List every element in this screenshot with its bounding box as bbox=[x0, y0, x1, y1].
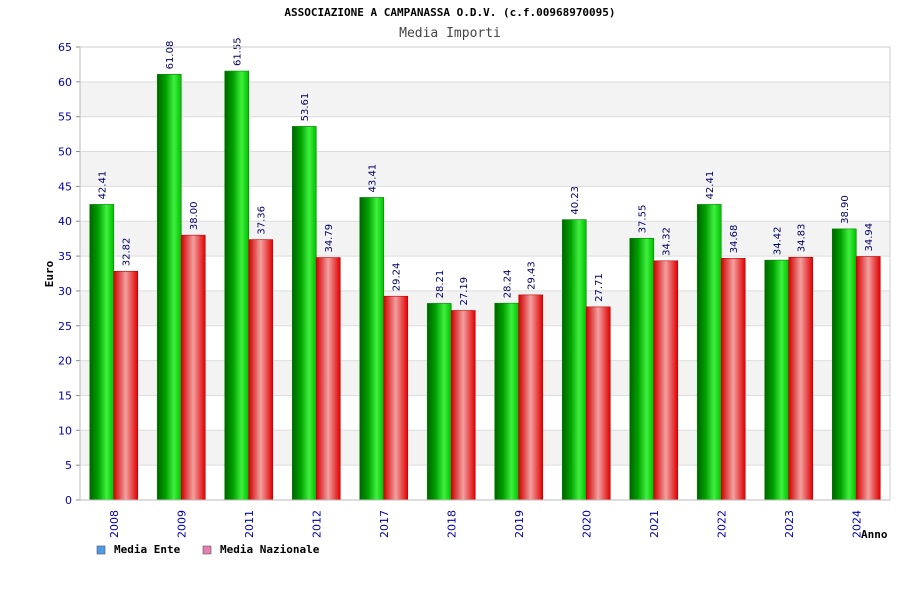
bar-media-ente bbox=[359, 197, 385, 501]
bar-media-nazionale bbox=[855, 256, 881, 501]
bar-media-ente bbox=[696, 204, 722, 501]
legend-label: Media Ente bbox=[114, 543, 181, 556]
y-tick-label: 30 bbox=[58, 285, 72, 298]
legend-swatch bbox=[96, 545, 106, 555]
bar-media-nazionale bbox=[788, 256, 814, 501]
axes-group bbox=[79, 46, 891, 501]
bar-value-label: 28.21 bbox=[435, 270, 446, 299]
bar-media-nazionale bbox=[653, 260, 679, 501]
bar-media-ente bbox=[561, 219, 587, 501]
x-tick-labels: 2008 2009 2011 2012 2017 2018 2019 2020 2021 2022… bbox=[108, 510, 864, 538]
bar-value-label: 38.00 bbox=[189, 202, 200, 231]
y-tick-label: 5 bbox=[65, 459, 72, 472]
plot-background bbox=[80, 81, 890, 466]
x-tick-label: 2009 bbox=[175, 510, 188, 538]
y-tick-label: 25 bbox=[58, 320, 72, 333]
y-tick-label: 45 bbox=[58, 180, 72, 193]
chart-title: ASSOCIAZIONE A CAMPANASSA O.D.V. (c.f.00… bbox=[284, 6, 615, 19]
bar-media-ente bbox=[426, 303, 452, 501]
bar-value-label: 34.83 bbox=[797, 224, 808, 253]
x-tick-label: 2012 bbox=[310, 510, 323, 538]
y-tick-label: 40 bbox=[58, 215, 72, 228]
x-tick-label: 2018 bbox=[445, 510, 458, 538]
x-tick-label: 2008 bbox=[108, 510, 121, 538]
bar-value-label: 61.55 bbox=[233, 37, 244, 66]
legend-label: Media Nazionale bbox=[220, 543, 320, 556]
bar-media-nazionale bbox=[450, 310, 476, 501]
bar-media-ente bbox=[831, 228, 857, 501]
bar-value-label: 29.43 bbox=[527, 261, 538, 290]
y-tick-label: 35 bbox=[58, 250, 72, 263]
bar-value-label: 28.24 bbox=[503, 270, 514, 299]
bar-media-nazionale bbox=[720, 258, 746, 501]
bar-media-nazionale bbox=[383, 295, 409, 501]
x-tick-label: 2017 bbox=[378, 510, 391, 538]
y-tick-label: 60 bbox=[58, 76, 72, 89]
y-tick-label: 20 bbox=[58, 355, 72, 368]
bar-media-nazionale bbox=[585, 306, 611, 501]
bar-media-nazionale bbox=[248, 239, 274, 501]
legend: Media Ente Media Nazionale bbox=[96, 543, 320, 556]
bar-media-nazionale bbox=[518, 294, 544, 501]
grid-band bbox=[80, 360, 890, 396]
x-tick-label: 2011 bbox=[243, 510, 256, 538]
y-axis-title: Euro bbox=[43, 260, 56, 287]
bar-value-label: 27.71 bbox=[594, 273, 605, 302]
grid-band bbox=[80, 81, 890, 117]
x-axis-title: Anno bbox=[861, 528, 888, 541]
value-labels-group: 42.41 32.82 61.08 38.00 61.55 37.36 53.61 34.79… bbox=[98, 37, 876, 305]
bar-media-ente bbox=[89, 204, 115, 501]
bar-media-nazionale bbox=[113, 270, 139, 501]
x-tick-label: 2024 bbox=[850, 510, 863, 538]
y-tick-label: 65 bbox=[58, 41, 72, 54]
bar-value-label: 32.82 bbox=[122, 238, 133, 267]
bar-media-ente bbox=[156, 74, 182, 501]
bar-value-label: 61.08 bbox=[165, 41, 176, 70]
bar-media-nazionale bbox=[315, 257, 341, 501]
bar-value-label: 42.41 bbox=[98, 171, 109, 200]
x-tick-label: 2019 bbox=[513, 510, 526, 538]
bar-value-label: 38.90 bbox=[840, 195, 851, 224]
x-tick-label: 2021 bbox=[648, 510, 661, 538]
bar-value-label: 40.23 bbox=[570, 186, 581, 215]
bar-value-label: 37.36 bbox=[257, 206, 268, 235]
bar-value-label: 34.94 bbox=[864, 223, 875, 252]
y-tick-label: 50 bbox=[58, 146, 72, 159]
x-tick-label: 2022 bbox=[715, 510, 728, 538]
grid-band bbox=[80, 430, 890, 466]
x-tick-label: 2023 bbox=[783, 510, 796, 538]
bar-media-ente bbox=[291, 126, 317, 501]
bar-value-label: 34.79 bbox=[324, 224, 335, 253]
bar-media-ente bbox=[629, 238, 655, 501]
grid-band bbox=[80, 221, 890, 257]
bar-value-label: 34.32 bbox=[662, 227, 673, 256]
bar-media-ente bbox=[764, 259, 790, 501]
bars-group bbox=[89, 70, 881, 501]
y-tick-label: 55 bbox=[58, 111, 72, 124]
bar-value-label: 37.55 bbox=[638, 205, 649, 234]
y-tick-labels: 0 5 10 15 20 25 30 35 40 45 50 55 60 65 bbox=[58, 41, 72, 507]
bar-value-label: 53.61 bbox=[300, 93, 311, 122]
bar-value-label: 42.41 bbox=[705, 171, 716, 200]
bar-value-label: 29.24 bbox=[392, 263, 403, 292]
bar-media-nazionale bbox=[180, 234, 206, 501]
y-tick-label: 15 bbox=[58, 389, 72, 402]
bar-value-label: 34.42 bbox=[773, 226, 784, 255]
bar-media-ente bbox=[224, 70, 250, 501]
legend-swatch bbox=[202, 545, 212, 555]
y-tick-label: 0 bbox=[65, 494, 72, 507]
bar-value-label: 43.41 bbox=[368, 164, 379, 193]
grid-band bbox=[80, 151, 890, 187]
chart-subtitle: Media Importi bbox=[399, 26, 501, 41]
bar-media-ente bbox=[494, 302, 520, 501]
bar-value-label: 27.19 bbox=[459, 277, 470, 306]
x-tick-label: 2020 bbox=[580, 510, 593, 538]
y-tick-label: 10 bbox=[58, 424, 72, 437]
grid-band bbox=[80, 290, 890, 326]
bar-value-label: 34.68 bbox=[729, 225, 740, 254]
